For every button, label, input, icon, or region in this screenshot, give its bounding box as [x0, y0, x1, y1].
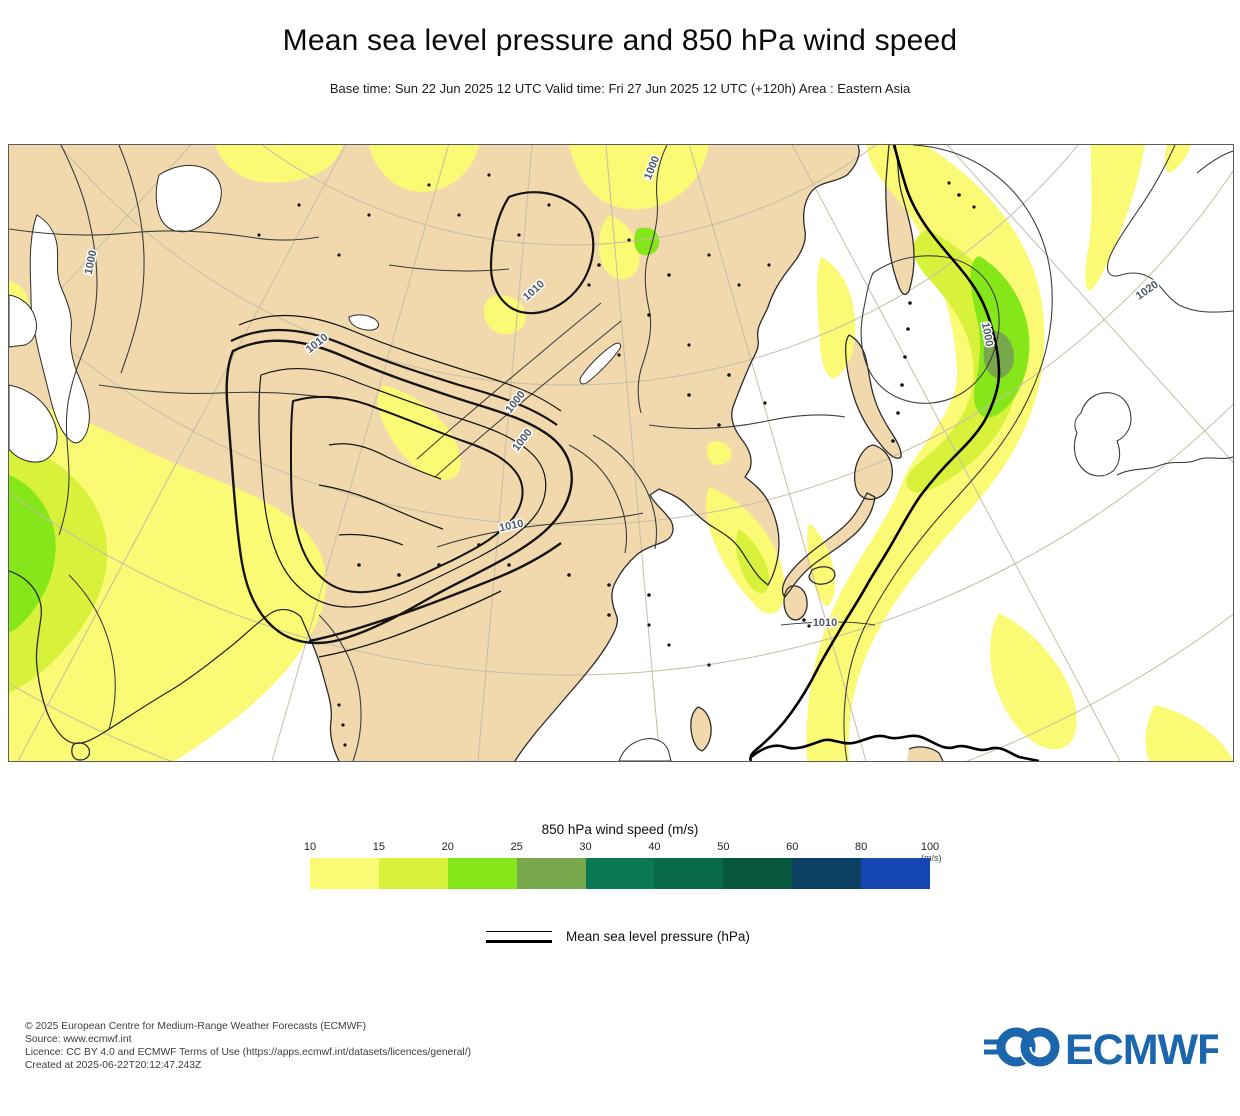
colorbar-cell	[310, 858, 379, 889]
colorbar-cell	[378, 858, 448, 889]
wind-colorbar-ticks: 10 15 20 25 30 40 50 60 80 100	[304, 841, 939, 855]
colorbar-cell	[861, 858, 931, 889]
colorbar-cell	[654, 858, 724, 889]
colorbar-tick-label: 80	[854, 841, 868, 853]
ecmwf-logo-text: ECMWF	[1065, 1026, 1218, 1072]
colorbar-cell	[516, 858, 586, 889]
tibet-contour-cluster	[225, 191, 595, 658]
map-canvas: 1000 1010 1010 1000 1000 1000 1010 1010 …	[9, 145, 1233, 761]
colorbar-tick-label: 20	[441, 841, 454, 853]
colorbar-tick-label: 50	[717, 841, 730, 853]
colorbar-cell	[447, 858, 517, 889]
page-subtitle: Base time: Sun 22 Jun 2025 12 UTC Valid …	[329, 81, 911, 96]
pressure-legend-line-thick	[486, 940, 552, 943]
colorbar-tick-label: 40	[648, 841, 661, 853]
isobar-label: 1000	[979, 321, 995, 347]
colorbar-tick-label: 10	[303, 841, 317, 853]
pressure-legend-label: Mean sea level pressure (hPa)	[566, 929, 750, 944]
footer-copyright: © 2025 European Centre for Medium-Range …	[25, 1021, 367, 1032]
wind-legend-title: 850 hPa wind speed (m/s)	[541, 822, 699, 837]
isobar-label: 1010	[813, 617, 837, 629]
ecmwf-logo: ECMWF	[983, 1022, 1223, 1074]
footer-attribution: © 2025 European Centre for Medium-Range …	[25, 1020, 725, 1072]
isobars-thin	[9, 145, 1233, 761]
colorbar-cell	[792, 858, 862, 889]
colorbar-tick-label: 30	[579, 841, 592, 853]
coastlines	[9, 145, 944, 761]
colorbar-tick-label: 100	[920, 841, 940, 853]
colorbar-tick-label: 15	[372, 841, 385, 853]
isobars-thick	[749, 145, 1040, 761]
footer-created-at: Created at 2025-06-22T20:12:47.243Z	[25, 1060, 202, 1071]
colorbar-tick-label: 60	[786, 841, 799, 853]
wind-legend-unit: (m/s)	[921, 853, 942, 863]
wind-colorbar	[310, 858, 931, 889]
ecmwf-logo-mark: ECMWF	[984, 1025, 1223, 1074]
wind-speed-shading	[9, 145, 1233, 761]
colorbar-cell	[585, 858, 655, 889]
footer-licence: Licence: CC BY 4.0 and ECMWF Terms of Us…	[25, 1047, 472, 1058]
page-title: Mean sea level pressure and 850 hPa wind…	[282, 24, 958, 57]
footer-source: Source: www.ecmwf.int	[25, 1034, 132, 1045]
lakes	[9, 164, 672, 761]
pressure-legend-line-thin	[486, 931, 552, 932]
weather-map-panel: 1000 1010 1010 1000 1000 1000 1010 1010 …	[8, 144, 1234, 762]
map-speckles	[257, 173, 976, 747]
colorbar-cell	[723, 858, 793, 889]
graticule	[9, 145, 1233, 761]
colorbar-tick-label: 25	[510, 841, 523, 853]
